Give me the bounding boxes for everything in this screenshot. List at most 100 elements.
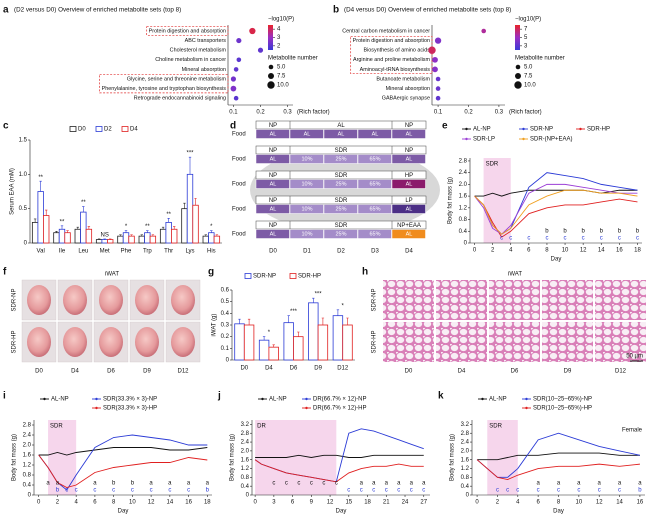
bar — [213, 235, 221, 244]
category-label: Biosynthesis of amino acids — [363, 48, 430, 54]
panel-label: g — [208, 267, 214, 278]
x-tick-label: Ile — [59, 249, 66, 255]
size-legend-dot — [515, 64, 521, 70]
letter-label: c — [545, 236, 548, 242]
plan-label: SDR — [335, 198, 348, 204]
error-bar — [55, 231, 58, 233]
legend-label: D4 — [130, 127, 138, 133]
category-label: Retrograde endocannabinoid signaling — [134, 96, 226, 102]
size-legend-label: 10.0 — [524, 83, 536, 89]
letter-label: a — [93, 481, 97, 487]
plan-label: NP — [405, 123, 413, 129]
letter-label: a — [56, 481, 60, 487]
letter-label: b — [545, 229, 549, 235]
colorbar-tick-label: 2 — [277, 43, 281, 49]
letter-label: a — [397, 481, 401, 487]
food-cell — [391, 154, 426, 164]
error-bar — [204, 234, 207, 237]
legend-marker — [579, 127, 582, 131]
plan-label: HP — [405, 173, 413, 179]
series-line — [474, 189, 638, 197]
size-legend-dot — [268, 73, 274, 79]
letter-label: c — [537, 488, 540, 494]
error-bar — [247, 318, 251, 325]
bar — [101, 239, 108, 244]
category-label: Aminoacyl-tRNA biosynthesis — [360, 67, 431, 73]
plan-label: LP — [405, 198, 412, 204]
series-line — [476, 459, 640, 481]
x-tick-label: 10 — [576, 500, 583, 506]
bar — [283, 322, 294, 361]
x-axis-label: Day — [553, 509, 564, 515]
error-bar — [109, 238, 112, 240]
tissue-photo — [27, 327, 51, 357]
x-tick-label: Trp — [143, 249, 152, 255]
x-axis-label: (Rich factor) — [297, 110, 330, 116]
bar — [293, 336, 304, 361]
bar — [243, 324, 255, 361]
food-label: 10% — [301, 182, 312, 188]
error-bar — [272, 344, 275, 348]
tissue-photo — [63, 327, 87, 357]
letter-label: b — [618, 229, 622, 235]
letter-label: c — [582, 236, 585, 242]
x-tick-label: His — [207, 249, 216, 255]
x-tick-label: 10 — [129, 500, 136, 506]
error-bar — [173, 226, 176, 230]
histology-image — [595, 280, 646, 320]
panel-title: iWAT — [508, 272, 522, 278]
y-tick-label: 2.0 — [461, 448, 470, 454]
letter-label: c — [598, 488, 601, 494]
legend-marker — [522, 137, 525, 141]
legend-label: AL-NP — [51, 397, 69, 403]
error-bar — [60, 225, 64, 230]
x-tick-label: 6 — [527, 248, 531, 254]
panel-label: k — [438, 391, 444, 402]
letter-label: a — [577, 481, 581, 487]
y-tick-label: 2.8 — [459, 159, 468, 165]
letter-label: c — [516, 488, 519, 494]
y-tick-label: 3.2 — [241, 422, 250, 428]
tissue-photo — [135, 285, 159, 315]
panel-label: e — [442, 121, 448, 132]
colorbar-tick-label: 3 — [524, 43, 528, 49]
error-bar — [297, 331, 300, 337]
size-legend-dot — [514, 81, 522, 89]
x-tick-label: D12 — [337, 366, 349, 372]
plan-box — [255, 120, 427, 130]
panel-label: h — [362, 267, 368, 278]
error-bar — [124, 230, 128, 233]
shade-label: DR — [257, 424, 266, 430]
chart-title: (D4 versus D0) Overview of enriched meta… — [344, 7, 511, 14]
bar — [165, 221, 172, 244]
y-tick-label: 2.0 — [241, 448, 250, 454]
y-tick-label: 1.2 — [459, 205, 468, 211]
y-tick-label: 0.8 — [461, 475, 470, 481]
legend-swatch — [95, 126, 103, 132]
y-tick-label: 0.2 — [221, 334, 230, 340]
food-label: 65% — [369, 232, 380, 238]
x-tick-label: 12 — [327, 500, 334, 506]
letter-label: b — [206, 488, 210, 494]
bar — [117, 235, 124, 244]
y-axis-label: Body fat mass (g) — [450, 434, 456, 481]
letter-label: c — [360, 488, 363, 494]
letter-label: c — [347, 488, 350, 494]
food-label: AL — [338, 132, 345, 138]
x-tick-label: 12 — [580, 248, 587, 254]
legend-swatch — [121, 126, 129, 132]
histology-image — [383, 322, 434, 362]
histology-image — [436, 322, 487, 362]
legend-label: SDR-NP — [530, 127, 553, 133]
food-cell — [289, 154, 324, 164]
row-label: SDR-NP — [12, 288, 18, 311]
y-tick-label: 0 — [24, 241, 28, 247]
y-tick-label: 1.6 — [459, 194, 468, 200]
y-tick-label: 2.8 — [241, 431, 250, 437]
bar — [138, 235, 145, 244]
letter-label: c — [636, 236, 639, 242]
error-bar — [336, 309, 340, 316]
food-label: AL — [270, 132, 277, 138]
food-cell — [391, 204, 426, 214]
histology-image — [383, 280, 434, 320]
